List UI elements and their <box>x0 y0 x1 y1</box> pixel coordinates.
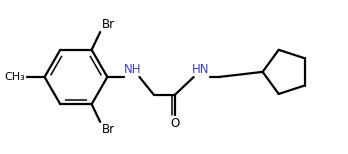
Text: CH₃: CH₃ <box>5 72 25 82</box>
Text: HN: HN <box>192 63 210 76</box>
Text: NH: NH <box>124 63 142 76</box>
Text: Br: Br <box>102 18 115 31</box>
Text: Br: Br <box>102 123 115 136</box>
Text: O: O <box>170 117 180 130</box>
